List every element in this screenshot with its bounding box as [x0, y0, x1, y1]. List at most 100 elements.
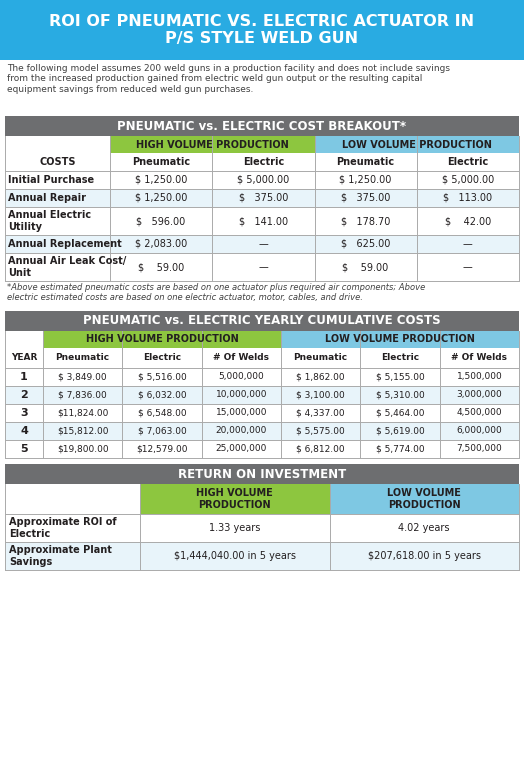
Text: $ 5,774.00: $ 5,774.00 — [376, 445, 424, 453]
Text: $   113.00: $ 113.00 — [443, 193, 493, 203]
Bar — [140, 484, 330, 514]
Text: Initial Purchase: Initial Purchase — [8, 175, 94, 185]
Text: 3,000,000: 3,000,000 — [456, 390, 502, 399]
Bar — [281, 331, 519, 348]
Bar — [110, 136, 314, 153]
Text: 5,000,000: 5,000,000 — [219, 373, 264, 382]
Text: —: — — [258, 239, 268, 249]
Text: Electric: Electric — [243, 157, 284, 167]
Text: 4: 4 — [20, 426, 28, 436]
Bar — [5, 514, 519, 542]
Text: *Above estimated pneumatic costs are based on one actuator plus required air com: *Above estimated pneumatic costs are bas… — [7, 283, 425, 302]
Text: 10,000,000: 10,000,000 — [215, 390, 267, 399]
Text: HIGH VOLUME PRODUCTION: HIGH VOLUME PRODUCTION — [85, 335, 238, 345]
Text: $ 5,464.00: $ 5,464.00 — [376, 408, 424, 417]
Text: # Of Welds: # Of Welds — [451, 354, 507, 363]
Bar — [5, 484, 140, 514]
Text: $   625.00: $ 625.00 — [341, 239, 390, 249]
Text: COSTS: COSTS — [39, 157, 76, 167]
Text: $ 6,032.00: $ 6,032.00 — [138, 390, 187, 399]
Text: 1: 1 — [20, 372, 28, 382]
Text: —: — — [258, 262, 268, 272]
Text: Annual Replacement: Annual Replacement — [8, 239, 122, 249]
Text: $   141.00: $ 141.00 — [239, 216, 288, 226]
Text: $ 5,575.00: $ 5,575.00 — [296, 427, 345, 436]
Text: PNEUMATIC vs. ELECTRIC YEARLY CUMULATIVE COSTS: PNEUMATIC vs. ELECTRIC YEARLY CUMULATIVE… — [83, 314, 441, 327]
Text: $ 5,000.00: $ 5,000.00 — [442, 175, 494, 185]
Bar — [5, 404, 519, 422]
Bar — [0, 0, 524, 60]
Text: Pneumatic: Pneumatic — [56, 354, 110, 363]
Text: $207,618.00 in 5 years: $207,618.00 in 5 years — [368, 551, 481, 561]
Text: $ 1,250.00: $ 1,250.00 — [135, 193, 187, 203]
Text: $12,579.00: $12,579.00 — [136, 445, 188, 453]
Text: $1,444,040.00 in 5 years: $1,444,040.00 in 5 years — [174, 551, 296, 561]
Text: $ 2,083.00: $ 2,083.00 — [135, 239, 187, 249]
Text: PNEUMATIC vs. ELECTRIC COST BREAKOUT*: PNEUMATIC vs. ELECTRIC COST BREAKOUT* — [117, 119, 407, 133]
Text: HIGH VOLUME PRODUCTION: HIGH VOLUME PRODUCTION — [136, 140, 289, 150]
Text: $ 1,250.00: $ 1,250.00 — [135, 175, 187, 185]
Text: $19,800.00: $19,800.00 — [57, 445, 108, 453]
Text: LOW VOLUME PRODUCTION: LOW VOLUME PRODUCTION — [325, 335, 475, 345]
Text: Annual Air Leak Cost/
Unit: Annual Air Leak Cost/ Unit — [8, 257, 126, 278]
Text: # Of Welds: # Of Welds — [213, 354, 269, 363]
Text: 15,000,000: 15,000,000 — [215, 408, 267, 417]
Text: Approximate Plant
Savings: Approximate Plant Savings — [9, 545, 112, 567]
Text: $11,824.00: $11,824.00 — [57, 408, 108, 417]
Text: YEAR: YEAR — [11, 354, 37, 363]
Text: 20,000,000: 20,000,000 — [216, 427, 267, 436]
Text: $   178.70: $ 178.70 — [341, 216, 390, 226]
Text: ROI OF PNEUMATIC VS. ELECTRIC ACTUATOR IN
P/S STYLE WELD GUN: ROI OF PNEUMATIC VS. ELECTRIC ACTUATOR I… — [49, 14, 475, 46]
Text: $ 1,862.00: $ 1,862.00 — [297, 373, 345, 382]
Text: $   375.00: $ 375.00 — [239, 193, 288, 203]
Bar — [5, 235, 519, 253]
Bar — [5, 153, 519, 171]
Bar — [330, 484, 519, 514]
Bar — [5, 464, 519, 484]
Text: Pneumatic: Pneumatic — [293, 354, 348, 363]
Text: 7,500,000: 7,500,000 — [456, 445, 502, 453]
Bar — [5, 311, 519, 331]
Bar — [5, 331, 43, 348]
Text: Annual Electric
Utility: Annual Electric Utility — [8, 210, 91, 231]
Text: $ 3,100.00: $ 3,100.00 — [296, 390, 345, 399]
Text: $15,812.00: $15,812.00 — [57, 427, 108, 436]
Text: RETURN ON INVESTMENT: RETURN ON INVESTMENT — [178, 468, 346, 480]
Bar — [43, 331, 281, 348]
Text: The following model assumes 200 weld guns in a production facility and does not : The following model assumes 200 weld gun… — [7, 64, 450, 94]
Text: $    59.00: $ 59.00 — [138, 262, 184, 272]
Text: Electric: Electric — [143, 354, 181, 363]
Text: $ 5,516.00: $ 5,516.00 — [138, 373, 187, 382]
Text: 4.02 years: 4.02 years — [398, 523, 450, 533]
Text: $   596.00: $ 596.00 — [136, 216, 185, 226]
Text: 5: 5 — [20, 444, 28, 454]
Text: $ 3,849.00: $ 3,849.00 — [58, 373, 107, 382]
Text: $ 7,063.00: $ 7,063.00 — [138, 427, 187, 436]
Text: Electric: Electric — [447, 157, 488, 167]
Text: 1.33 years: 1.33 years — [209, 523, 260, 533]
Text: $ 1,250.00: $ 1,250.00 — [340, 175, 392, 185]
Text: $ 5,619.00: $ 5,619.00 — [376, 427, 424, 436]
Text: $   375.00: $ 375.00 — [341, 193, 390, 203]
Bar — [314, 136, 519, 153]
Text: $ 7,836.00: $ 7,836.00 — [58, 390, 107, 399]
Text: LOW VOLUME
PRODUCTION: LOW VOLUME PRODUCTION — [387, 488, 461, 510]
Bar — [5, 422, 519, 440]
Bar — [5, 171, 519, 189]
Text: 1,500,000: 1,500,000 — [456, 373, 502, 382]
Bar — [5, 253, 519, 281]
Text: $ 5,310.00: $ 5,310.00 — [376, 390, 424, 399]
Text: $ 6,548.00: $ 6,548.00 — [138, 408, 187, 417]
Bar — [5, 207, 519, 235]
Bar — [5, 386, 519, 404]
Bar — [5, 189, 519, 207]
Bar — [5, 348, 519, 368]
Text: Electric: Electric — [381, 354, 419, 363]
Text: $    59.00: $ 59.00 — [343, 262, 389, 272]
Text: $    42.00: $ 42.00 — [445, 216, 491, 226]
Bar — [5, 116, 519, 136]
Bar — [5, 542, 519, 570]
Text: —: — — [463, 262, 473, 272]
Text: Pneumatic: Pneumatic — [336, 157, 395, 167]
Text: 6,000,000: 6,000,000 — [456, 427, 502, 436]
